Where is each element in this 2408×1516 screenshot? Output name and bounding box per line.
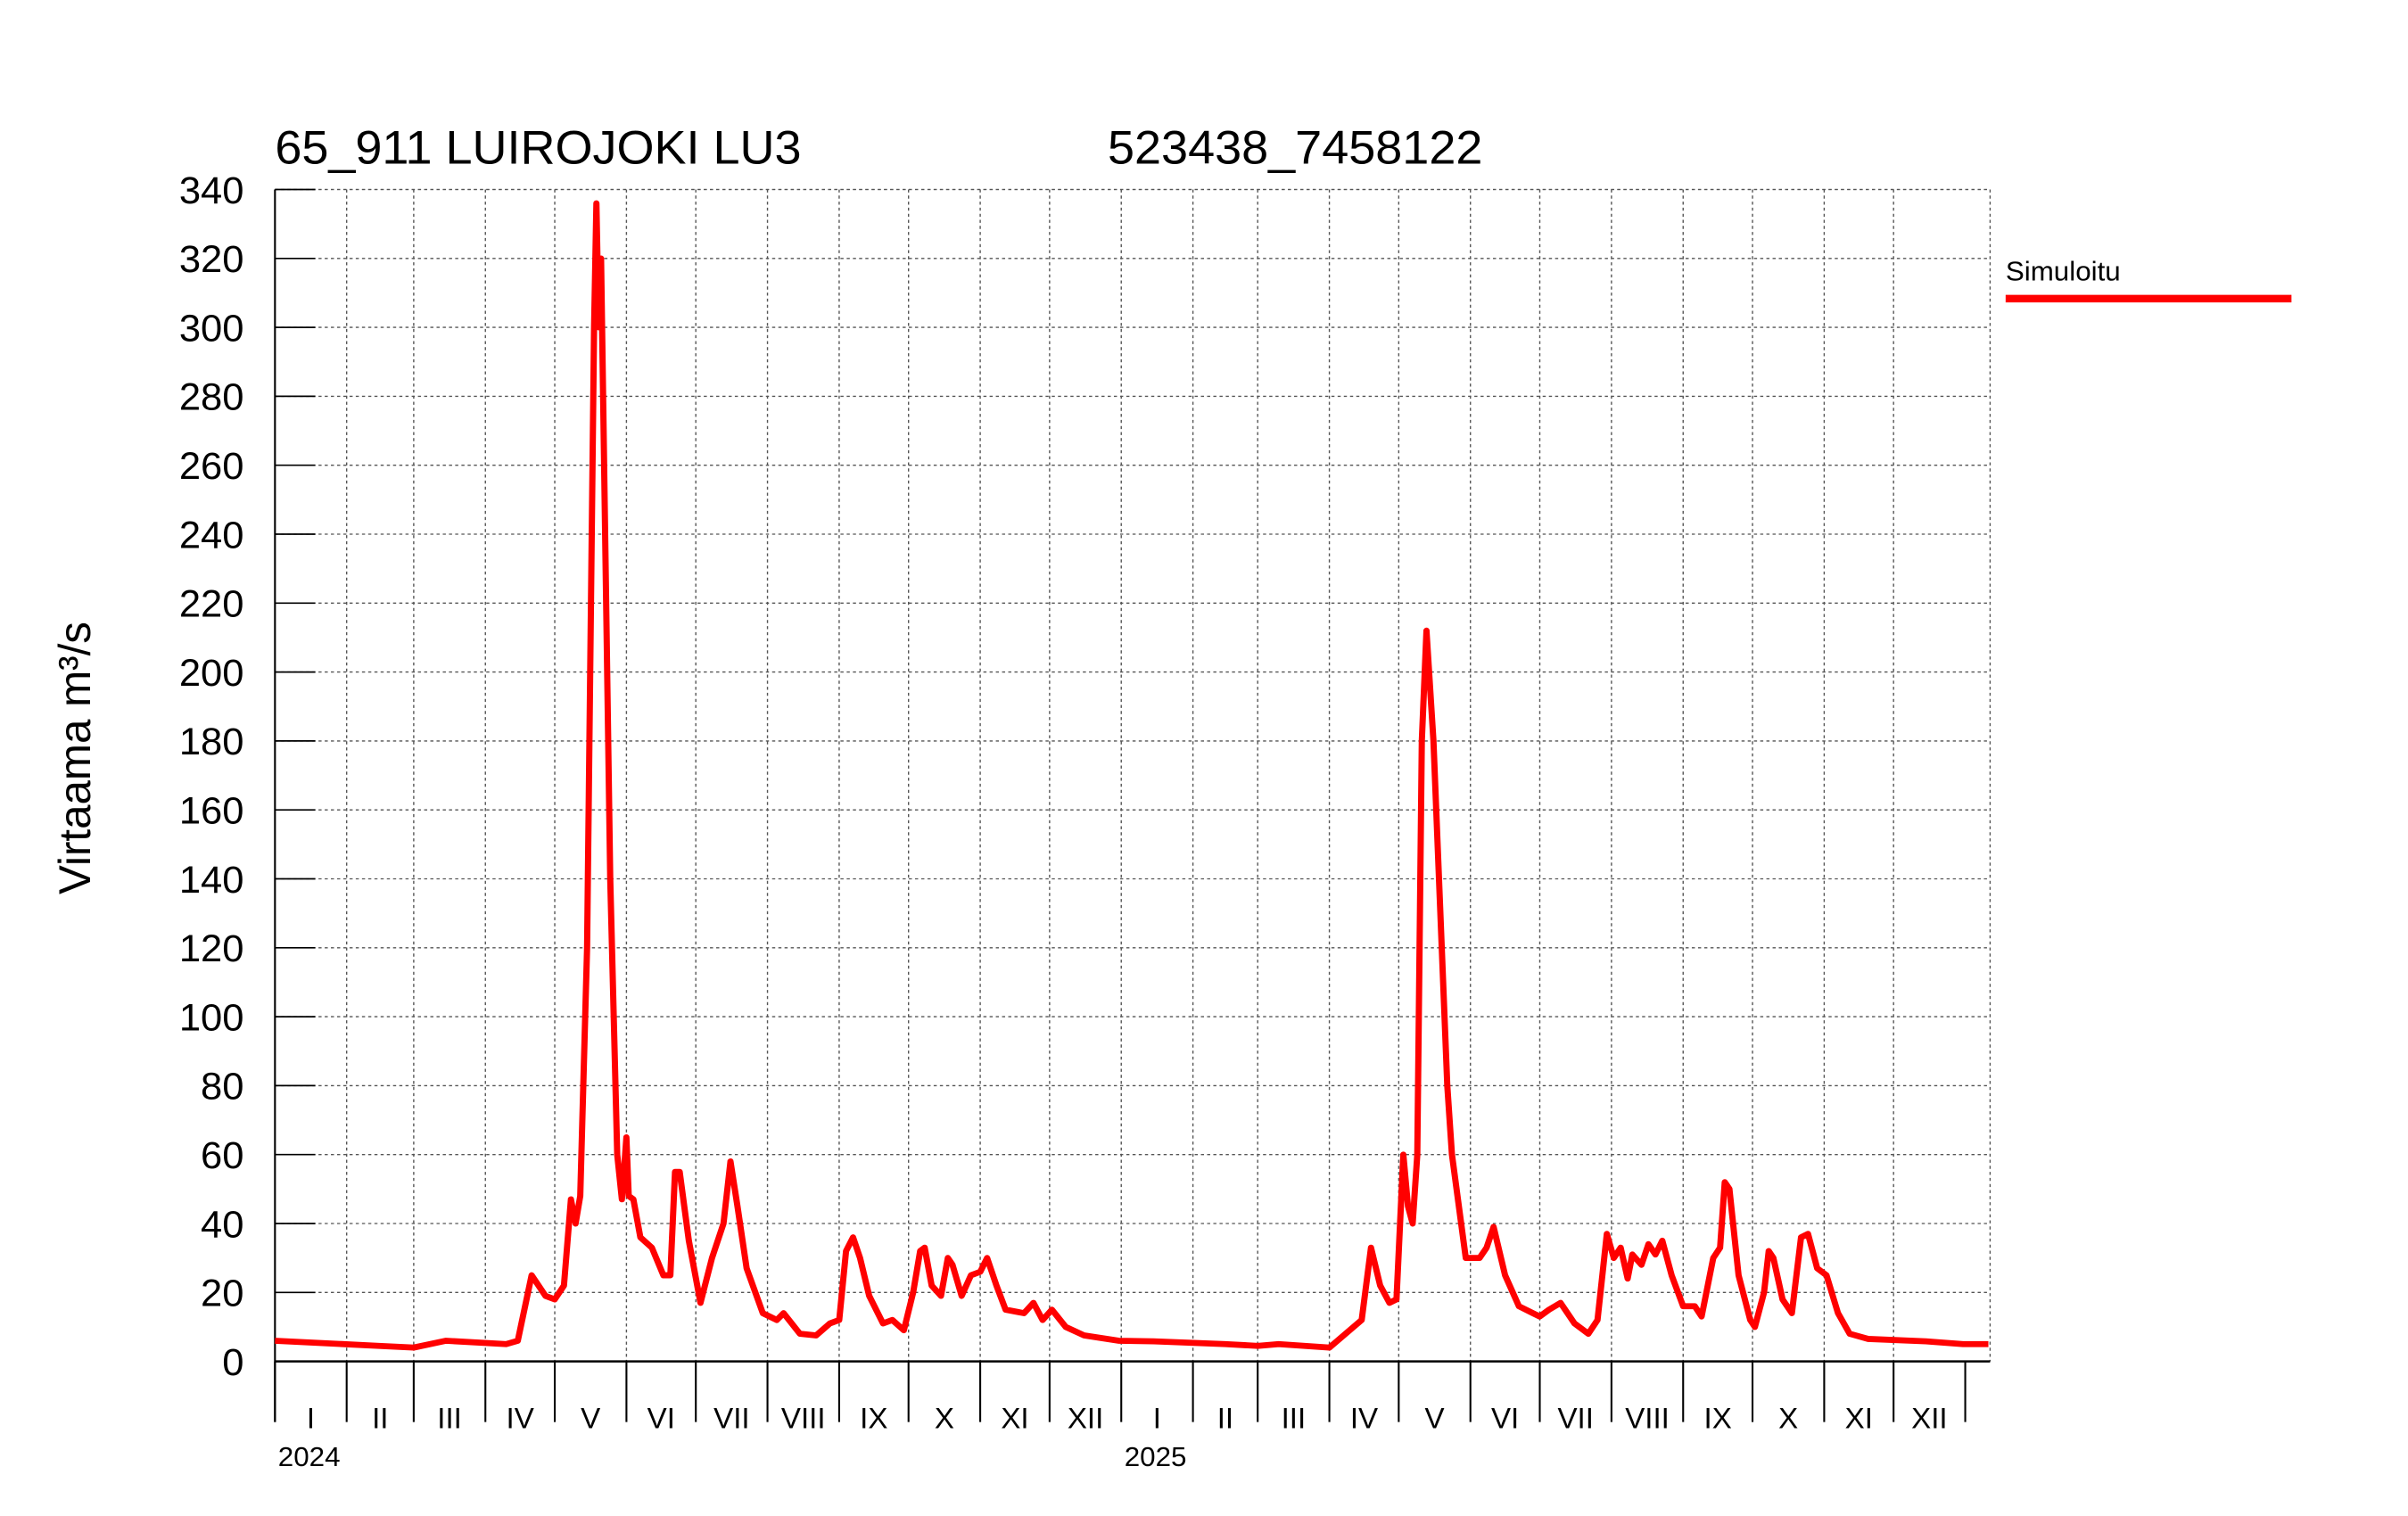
month-label: XI [1001, 1402, 1028, 1435]
y-tick-label: 0 [222, 1341, 243, 1383]
month-label: VI [647, 1402, 675, 1435]
series-line-simuloitu [275, 200, 1989, 1351]
month-label: X [1778, 1402, 1798, 1435]
month-label: XII [1068, 1402, 1103, 1435]
year-label: 2025 [1125, 1441, 1187, 1472]
y-tick-label: 280 [179, 376, 244, 418]
y-tick-label: 200 [179, 652, 244, 694]
month-label: IV [507, 1402, 534, 1435]
month-label: V [581, 1402, 600, 1435]
legend-label: Simuloitu [2006, 256, 2121, 287]
legend: Simuloitu [2005, 256, 2292, 303]
month-label: III [1282, 1402, 1307, 1435]
month-label: IX [1704, 1402, 1732, 1435]
month-label: III [437, 1402, 462, 1435]
y-tick-label: 140 [179, 859, 244, 901]
month-label: VIII [1625, 1402, 1670, 1435]
month-label: IX [860, 1402, 887, 1435]
grid [275, 188, 1992, 1362]
y-tick-label: 300 [179, 308, 244, 350]
y-tick-label: 100 [179, 997, 244, 1039]
month-label: X [935, 1402, 954, 1435]
y-tick-label: 160 [179, 790, 244, 832]
year-label: 2024 [278, 1441, 341, 1472]
month-label: XII [1911, 1402, 1947, 1435]
axes: 0 20 40 60 80 100 120 140 160 180 200 220 240 260 280 3… [179, 169, 1991, 1472]
y-tick-label: 20 [201, 1273, 243, 1314]
month-label: IV [1350, 1402, 1378, 1435]
month-label: VII [1557, 1402, 1593, 1435]
month-label: XI [1845, 1402, 1873, 1435]
y-axis-label: Virtaama m³/s [49, 622, 100, 894]
month-label: I [307, 1402, 315, 1435]
month-label: VIII [781, 1402, 826, 1435]
month-label: V [1424, 1402, 1444, 1435]
month-label: VI [1491, 1402, 1519, 1435]
y-tick-label: 120 [179, 928, 244, 970]
y-tick-label: 80 [201, 1066, 243, 1108]
chart-subtitle: 523438_7458122 [1108, 122, 1482, 174]
month-label: VII [713, 1402, 749, 1435]
y-tick-label: 320 [179, 239, 244, 281]
month-label: II [1217, 1402, 1233, 1435]
y-tick-label: 60 [201, 1134, 243, 1176]
y-tick-label: 260 [179, 445, 244, 487]
chart-title: 65_911 LUIROJOKI LU3 [275, 122, 801, 174]
y-tick-label: 180 [179, 721, 244, 763]
y-tick-label: 220 [179, 583, 244, 625]
month-label: I [1153, 1402, 1161, 1435]
y-tick-label: 340 [179, 169, 244, 211]
y-tick-label: 40 [201, 1204, 243, 1246]
month-label: II [372, 1402, 388, 1435]
y-tick-label: 240 [179, 515, 244, 556]
series-layer [275, 200, 1989, 1351]
